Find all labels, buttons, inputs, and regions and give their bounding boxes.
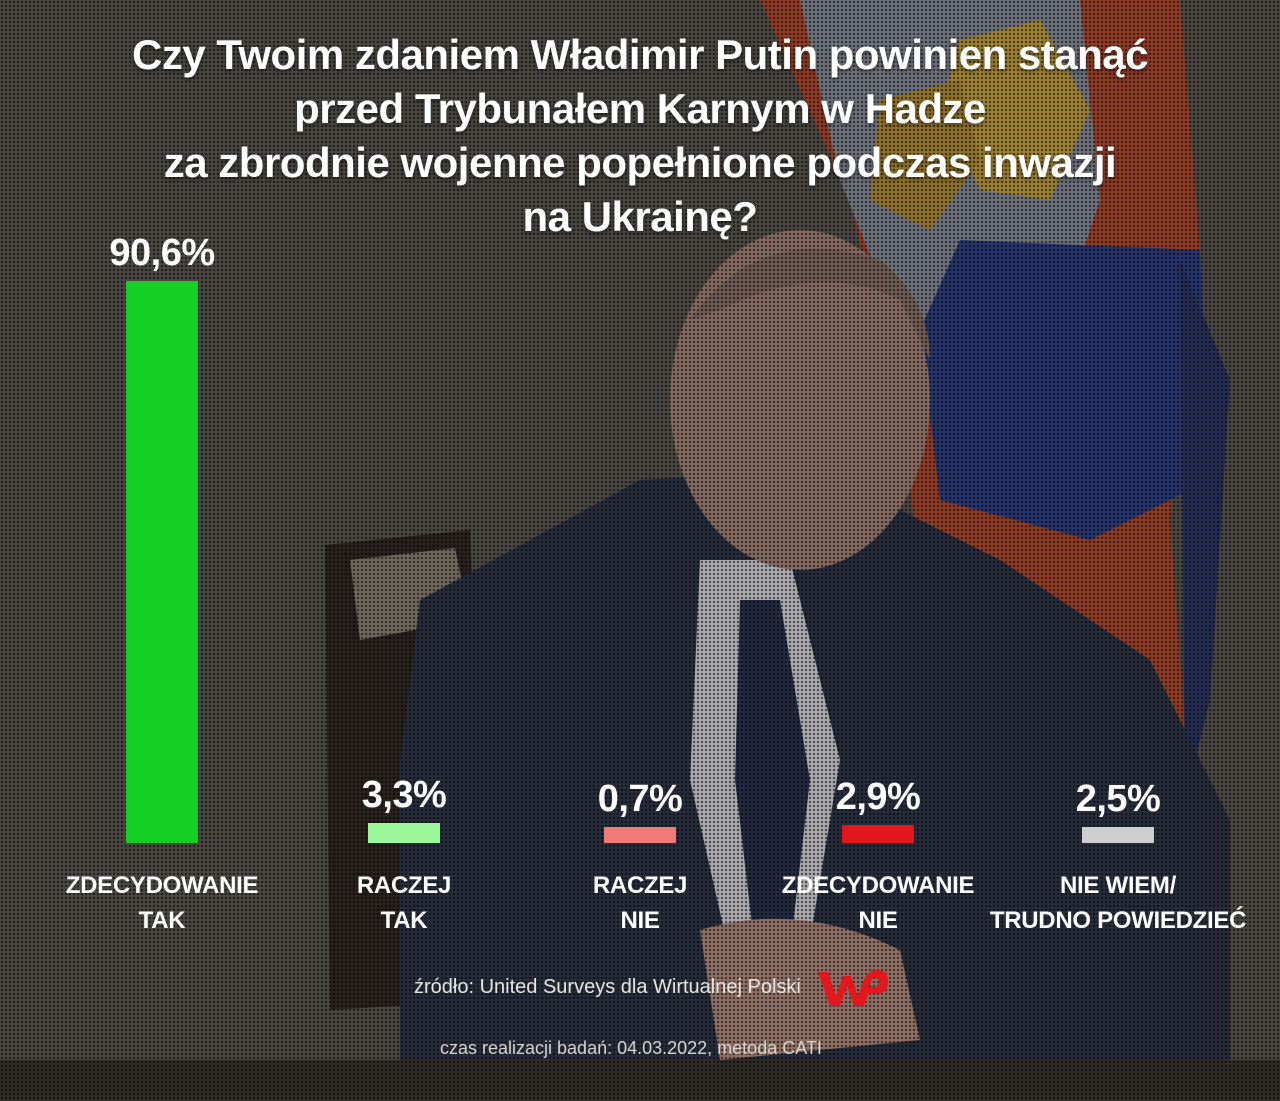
category-label-2: RACZEJ TAK [264,868,544,938]
category-label-line: TRUDNO POWIEDZIEĆ [989,907,1247,934]
category-label-4: ZDECYDOWANIE NIE [738,868,1018,938]
title-line-2: przed Trybunałem Karnym w Hadze [294,85,986,132]
bar-value-label-2: 3,3% [361,773,447,816]
survey-meta: czas realizacji badań: 04.03.2022, metod… [440,1038,822,1058]
category-label-line: NIE WIEM/ [1060,872,1176,899]
category-label-line: TAK [138,907,186,934]
bar-1 [126,281,198,843]
bar-value-label-4: 2,9% [835,776,921,818]
category-label-3: RACZEJ NIE [500,868,780,938]
category-label-1: ZDECYDOWANIE TAK [22,868,302,938]
bar-3 [604,827,676,843]
bar-value-label-3: 0,7% [597,778,683,820]
category-label-line: ZDECYDOWANIE [65,872,259,899]
category-label-line: RACZEJ [356,872,452,899]
category-label-5: NIE WIEM/TRUDNO POWIEDZIEĆ [978,868,1258,938]
category-label-line: NIE [858,907,898,934]
category-label-line: RACZEJ [592,872,688,899]
chart-title: Czy Twoim zdaniem Władimir Putin powinie… [40,28,1240,244]
bar-4 [842,825,914,843]
bar-value-label-5: 2,5% [1075,778,1161,820]
category-label-line: TAK [380,907,428,934]
wp-logo [818,970,888,1006]
title-line-1: Czy Twoim zdaniem Władimir Putin powinie… [131,31,1149,78]
bar-5 [1082,827,1154,843]
source-note: źródło: United Surveys dla Wirtualnej Po… [414,976,801,998]
title-line-3: za zbrodnie wojenne popełnione podczas i… [163,139,1117,186]
category-label-line: ZDECYDOWANIE [781,872,975,899]
bar-value-label-1: 90,6% [109,232,215,274]
bar-2 [368,822,440,843]
title-line-4: na Ukrainę? [522,193,758,240]
category-label-line: NIE [620,907,660,934]
